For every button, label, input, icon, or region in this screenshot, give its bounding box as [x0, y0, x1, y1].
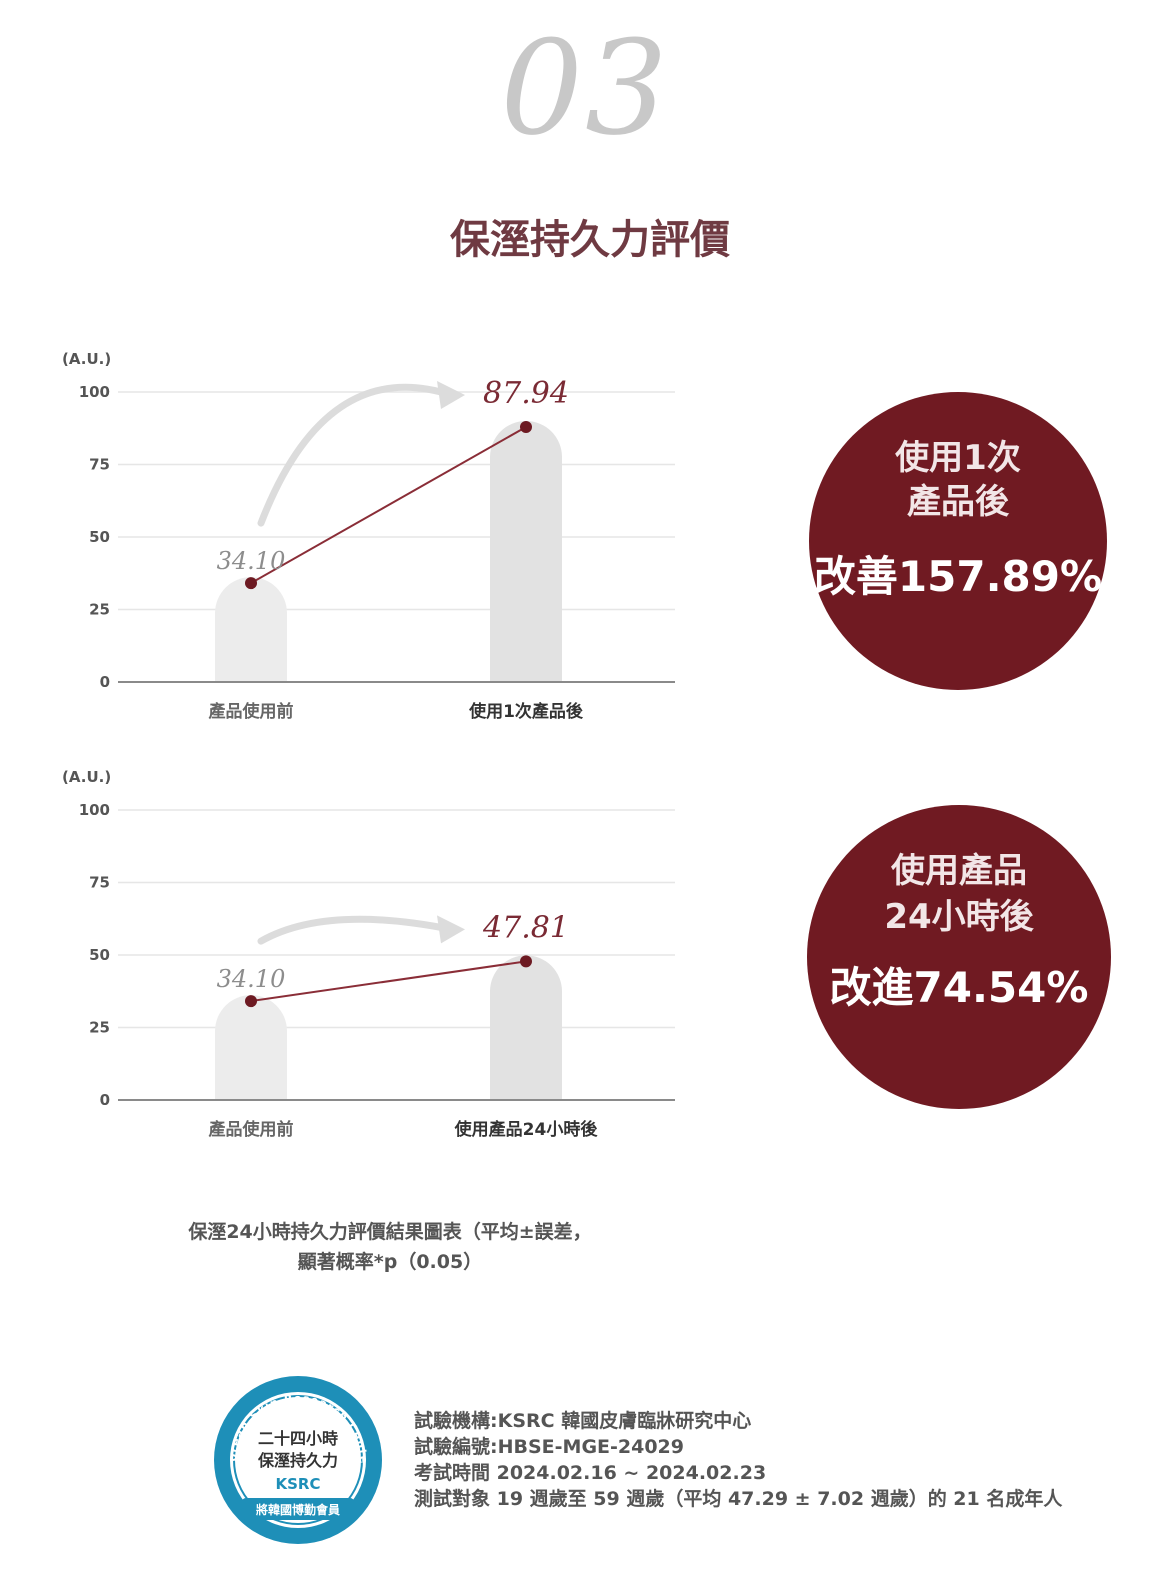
- improvement-badge-one: 使用1次 產品後 改善157.89%: [809, 392, 1107, 690]
- test-info: 試驗機構:KSRC 韓國皮膚臨牀研究中心 試驗編號:HBSE-MGE-24029…: [414, 1408, 1134, 1512]
- data-point-2: [520, 955, 532, 968]
- y-tick-label: 0: [100, 673, 110, 691]
- data-point-1: [245, 995, 257, 1008]
- caption-line2: 顯著概率*p（0.05）: [297, 1251, 483, 1273]
- data-point-2: [520, 420, 532, 433]
- category-label-2: 使用1次產品後: [468, 701, 584, 722]
- chart-two-svg: (A.U.) 0 25 50 75 100 34.10 47.81 產品使用前 使用產品24小時後: [62, 768, 675, 1140]
- y-tick-label: 50: [89, 946, 110, 964]
- y-tick-label: 0: [100, 1091, 110, 1109]
- test-institution: 試驗機構:KSRC 韓國皮膚臨牀研究中心: [414, 1410, 752, 1432]
- seal-ribbon: 將韓國博勤會員: [256, 1502, 340, 1517]
- seal-line1: 二十四小時: [258, 1429, 338, 1448]
- trend-arrow: [257, 383, 455, 527]
- caption-line1: 保溼24小時持久力評價結果圖表（平均±誤差，: [188, 1221, 592, 1243]
- chart-one-svg: (A.U.) 0 25 50 75 100 34.10 87.94 產品使用前 使用1次產品後: [62, 350, 675, 722]
- series-line: [250, 960, 527, 1003]
- seal-line2: 保溼持久力: [257, 1451, 338, 1470]
- badge-two-line2: 24小時後: [884, 897, 1034, 937]
- y-tick-label: 75: [89, 456, 110, 474]
- y-tick-label: 100: [79, 801, 110, 819]
- category-label-1: 產品使用前: [209, 1119, 294, 1140]
- bar-1: [215, 995, 287, 1100]
- test-subjects: 測試對象 19 週歲至 59 週歲（平均 47.29 ± 7.02 週歲）的 2…: [414, 1488, 1063, 1510]
- y-axis-unit-label: (A.U.): [62, 350, 111, 368]
- badge-one-line1: 使用1次: [895, 438, 1021, 478]
- trend-arrow-head: [437, 380, 465, 409]
- bar-2: [490, 955, 562, 1100]
- category-label-2: 使用產品24小時後: [454, 1119, 599, 1140]
- ksrc-seal-emblem: Korean Skin Research Center 二十四小時 保溼持久力 …: [207, 1364, 384, 1546]
- value-label-before: 34.10: [217, 547, 286, 575]
- section-number: 03: [500, 12, 670, 164]
- badge-one-line2: 產品後: [907, 482, 1009, 522]
- badge-two-value: 改進74.54%: [829, 963, 1089, 1012]
- trend-arrow-head: [437, 915, 465, 944]
- y-tick-label: 50: [89, 528, 110, 546]
- value-label-after: 47.81: [482, 910, 569, 945]
- y-tick-label: 75: [89, 874, 110, 892]
- y-tick-label: 100: [79, 383, 110, 401]
- data-point-1: [245, 577, 257, 590]
- value-label-before: 34.10: [217, 965, 286, 993]
- chart-24-hours: (A.U.) 0 25 50 75 100 34.10 47.81 產品使用前 使用產品24小時後: [0, 758, 720, 1158]
- chart-caption: 保溼24小時持久力評價結果圖表（平均±誤差， 顯著概率*p（0.05）: [110, 1217, 670, 1277]
- bar-2: [490, 420, 562, 682]
- value-label-after: 87.94: [483, 376, 569, 411]
- seal-brand: KSRC: [276, 1475, 321, 1493]
- category-label-1: 產品使用前: [209, 701, 294, 722]
- trend-arrow: [257, 915, 455, 945]
- badge-two-line1: 使用產品: [891, 851, 1027, 891]
- y-tick-label: 25: [89, 1019, 110, 1037]
- badge-one-value: 改善157.89%: [813, 552, 1103, 601]
- bar-1: [215, 577, 287, 682]
- y-tick-label: 25: [89, 601, 110, 619]
- chart-one-application: (A.U.) 0 25 50 75 100 34.10 87.94 產品使用前 使用1次產品後: [0, 340, 720, 740]
- test-number: 試驗編號:HBSE-MGE-24029: [414, 1436, 684, 1458]
- y-axis-unit-label: (A.U.): [62, 768, 111, 786]
- section-title: 保溼持久力評價: [450, 217, 730, 263]
- improvement-badge-two: 使用產品 24小時後 改進74.54%: [807, 805, 1111, 1109]
- series-line: [250, 426, 527, 584]
- test-period: 考試時間 2024.02.16 ~ 2024.02.23: [414, 1462, 767, 1484]
